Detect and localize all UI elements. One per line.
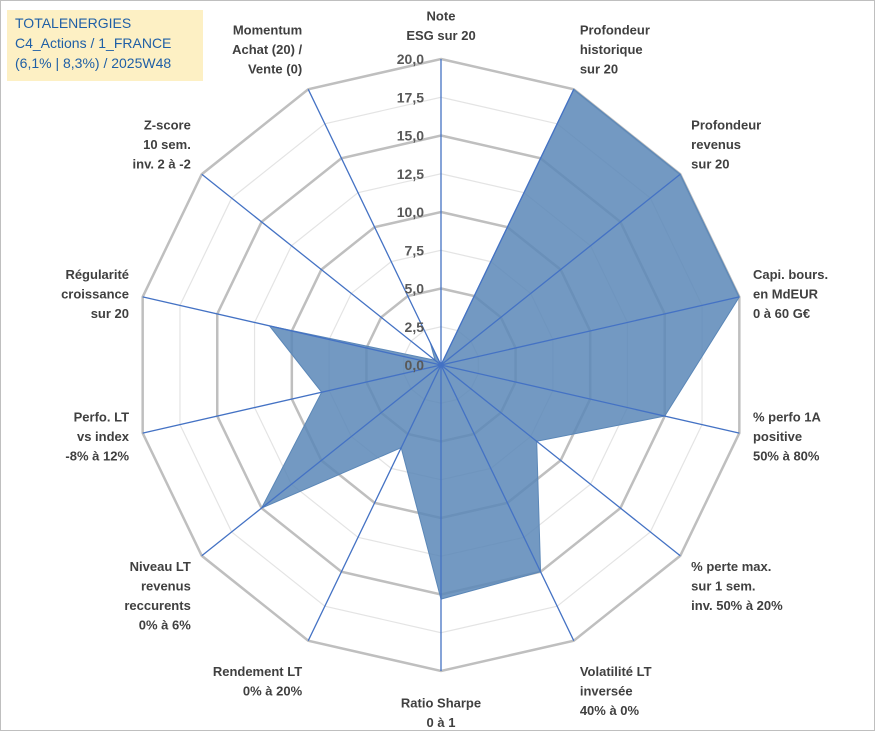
axis-spoke — [142, 364, 442, 434]
tick-label: 0,0 — [405, 357, 425, 373]
axis-spoke — [440, 364, 575, 641]
axis-label: Momentum Achat (20) / Vente (0) — [232, 23, 302, 77]
performance-week-label: (6,1% | 8,3%) / 2025W48 — [15, 55, 172, 71]
axis-label: Capi. bours. en MdEUR 0 à 60 G€ — [753, 267, 828, 321]
axis-label: Profondeur historique sur 20 — [580, 23, 650, 77]
axis-label: Niveau LT revenus reccurents 0% à 6% — [124, 559, 191, 633]
tick-label: 10,0 — [397, 204, 424, 220]
axis-label: Profondeur revenus sur 20 — [691, 117, 761, 171]
axis-spoke — [440, 296, 740, 366]
tick-label: 2,5 — [405, 319, 425, 335]
tick-label: 20,0 — [397, 51, 424, 67]
tick-label: 12,5 — [397, 166, 424, 182]
axis-spoke — [440, 173, 681, 366]
axis-spoke — [440, 89, 575, 366]
axis-label: % perte max. sur 1 sem. inv. 50% à 20% — [691, 559, 783, 613]
axis-spoke — [201, 173, 442, 366]
tick-label: 17,5 — [397, 89, 424, 105]
tick-label: 15,0 — [397, 128, 424, 144]
axis-spoke — [307, 364, 442, 641]
axis-spoke — [307, 89, 442, 366]
axis-label: Perfo. LT vs index -8% à 12% — [65, 409, 129, 463]
tick-label: 5,0 — [405, 281, 425, 297]
axis-label: Volatilité LT inversée 40% à 0% — [580, 664, 652, 718]
axis-spoke — [440, 364, 740, 434]
axis-spoke — [142, 296, 442, 366]
axis-label: Z-score 10 sem. inv. 2 à -2 — [133, 117, 191, 171]
tick-label: 7,5 — [405, 242, 425, 258]
axis-spoke — [440, 364, 681, 557]
stock-name: TOTALENERGIES — [15, 15, 132, 31]
axis-label: % perfo 1A positive 50% à 80% — [753, 409, 822, 463]
axis-spoke — [201, 364, 442, 557]
axis-label: Note ESG sur 20 — [406, 9, 475, 44]
axis-label: Rendement LT 0% à 20% — [213, 664, 303, 699]
axis-label: Régularité croissance sur 20 — [61, 267, 129, 321]
chart-title-box: TOTALENERGIES C4_Actions / 1_FRANCE (6,1… — [7, 10, 203, 81]
axis-label: Ratio Sharpe 0 à 1 — [401, 696, 481, 731]
category-label: C4_Actions / 1_FRANCE — [15, 35, 172, 51]
